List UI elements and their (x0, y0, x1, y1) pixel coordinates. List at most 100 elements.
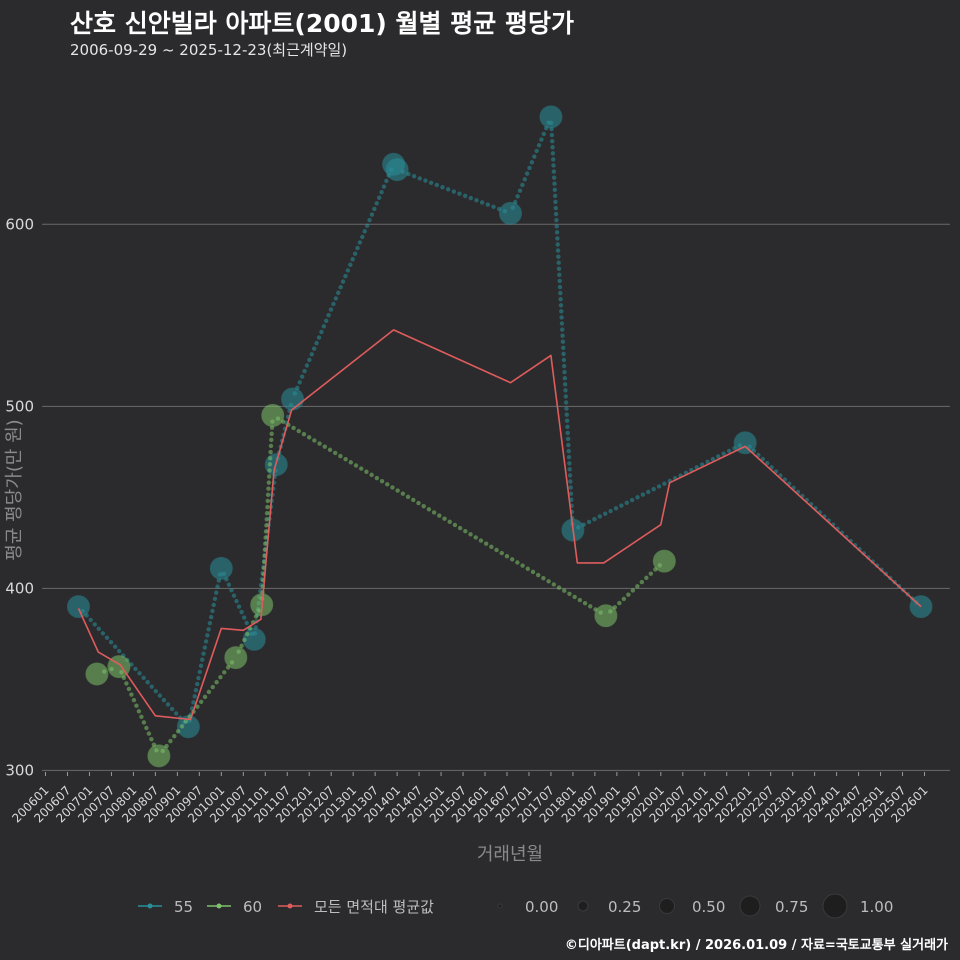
series-60-trail-dot (621, 596, 627, 602)
series-55-trail-dot (560, 339, 566, 344)
series-60-trail-dot (183, 719, 189, 724)
series-55-trail-dot (515, 194, 520, 199)
series-60-trail-dot (263, 541, 268, 546)
series-60-trail-dot (468, 532, 473, 537)
series-55-trail-dot (552, 193, 558, 199)
series-60-trail-dot (353, 463, 359, 468)
series-55-trail-dot (557, 272, 562, 278)
legend-size-label: 0.25 (608, 898, 641, 916)
series-55-trail-dot (560, 333, 565, 338)
series-55-trail-dot (445, 187, 451, 192)
series-55-trail-dot (656, 484, 662, 489)
series-55-trail-dot (451, 189, 457, 194)
series-55-trail-dot (211, 602, 216, 608)
series-60-trail-dot (374, 475, 380, 481)
series-55-trail-dot (565, 430, 570, 436)
series-60-trail-dot (400, 491, 406, 496)
series-60-trail-dot (291, 425, 296, 431)
series-60-trail-dot (348, 460, 354, 465)
series-60-trail-dot (124, 681, 129, 686)
series-55-trail-dot (550, 138, 555, 144)
series-55-trail-dot (376, 195, 382, 200)
series-60-trail-dot (253, 614, 259, 619)
series-60-trail-dot (312, 438, 317, 443)
series-55-trail-dot (196, 675, 201, 681)
series-55-trail-dot (608, 508, 613, 514)
legend-size-label: 0.50 (692, 898, 725, 916)
series-55-trail-dot (297, 380, 302, 385)
series-55-trail-dot (423, 178, 428, 183)
series-60-trail-dot (179, 724, 185, 729)
series-60-trail-dot (206, 689, 212, 695)
series-60-trail-dot (268, 455, 273, 461)
series-60-trail-dot (239, 643, 244, 649)
series-55-trail-dot (564, 412, 569, 417)
series-55-trail-dot (760, 456, 765, 462)
series-55-trail-dot (362, 229, 367, 234)
series-60-trail-dot (515, 560, 520, 565)
series-60-trail-dot (639, 579, 645, 585)
series-55-trail-dot (562, 375, 568, 381)
series-60-trail-dot (146, 731, 152, 736)
series-60-trail-dot (266, 474, 272, 479)
series-55-trail-dot (345, 268, 351, 273)
series-55-trail-dot (133, 666, 138, 672)
series-55-trail-dot (357, 240, 363, 245)
series-55-trail-dot (201, 651, 206, 656)
series-60-trail-dot (546, 579, 551, 584)
series-55-trail-dot (651, 486, 656, 492)
series-60-trail-dot (447, 519, 452, 525)
series-60-trail-dot (478, 538, 484, 543)
series-55-trail-dot (603, 511, 608, 516)
series-60-trail-dot (390, 485, 395, 490)
series-55-trail-dot (141, 675, 146, 680)
series-55-trail-dot (539, 137, 544, 142)
series-60-trail-dot (644, 575, 649, 581)
series-55-trail-dot (586, 519, 592, 525)
series-60-trail-dot (509, 557, 515, 562)
series-55-trail-dot (161, 697, 167, 703)
series-55-trail-dot (552, 181, 557, 186)
series-55-trail-dot (710, 456, 716, 462)
series-60-trail-dot (263, 535, 268, 540)
series-55-trail-dot (210, 608, 215, 614)
y-tick-label: 600 (5, 215, 34, 233)
series-60-trail-dot (525, 566, 530, 571)
series-60-trail-dot (265, 492, 271, 498)
series-55-trail-dot (568, 479, 573, 484)
series-55-trail-dot (553, 199, 558, 205)
series-55-trail-dot (555, 248, 561, 253)
series-55-trail-dot (372, 206, 377, 212)
series-60-trail-dot (520, 563, 525, 568)
series-55-trail-dot (624, 500, 629, 506)
series-55-trail-dot (550, 145, 555, 150)
series-60-trail-dot (296, 428, 301, 434)
series-55-point (499, 201, 523, 225)
series-55-trail-dot (553, 205, 558, 211)
series-60-trail-dot (421, 503, 426, 509)
series-60-trail-dot (452, 522, 458, 528)
series-55-trail-dot (567, 467, 572, 472)
series-55-trail-dot (556, 266, 562, 272)
legend-size-key (739, 895, 761, 917)
series-55-trail-dot (326, 312, 331, 318)
series-55-trail-dot (549, 126, 554, 132)
series-55-trail-dot (563, 388, 568, 393)
series-60-trail-dot (245, 631, 250, 637)
series-55-trail-dot (554, 217, 559, 223)
series-55-trail-dot (215, 584, 220, 589)
series-55-trail-dot (559, 321, 565, 326)
series-55-trail-dot (764, 461, 770, 466)
series-55-trail-dot (202, 645, 208, 650)
series-55-trail-dot (338, 285, 343, 290)
legend-size-label: 1.00 (860, 898, 893, 916)
series-55-trail-dot (568, 491, 574, 496)
series-60-trail-dot (483, 541, 489, 546)
series-55-trail-dot (550, 151, 556, 156)
series-60-trail-dot (149, 736, 154, 742)
series-60-trail-dot (141, 720, 147, 725)
series-55-trail-dot (244, 620, 249, 626)
series-60-point (85, 662, 109, 686)
series-55-trail-dot (550, 157, 556, 162)
series-60-trail-dot (369, 472, 374, 478)
